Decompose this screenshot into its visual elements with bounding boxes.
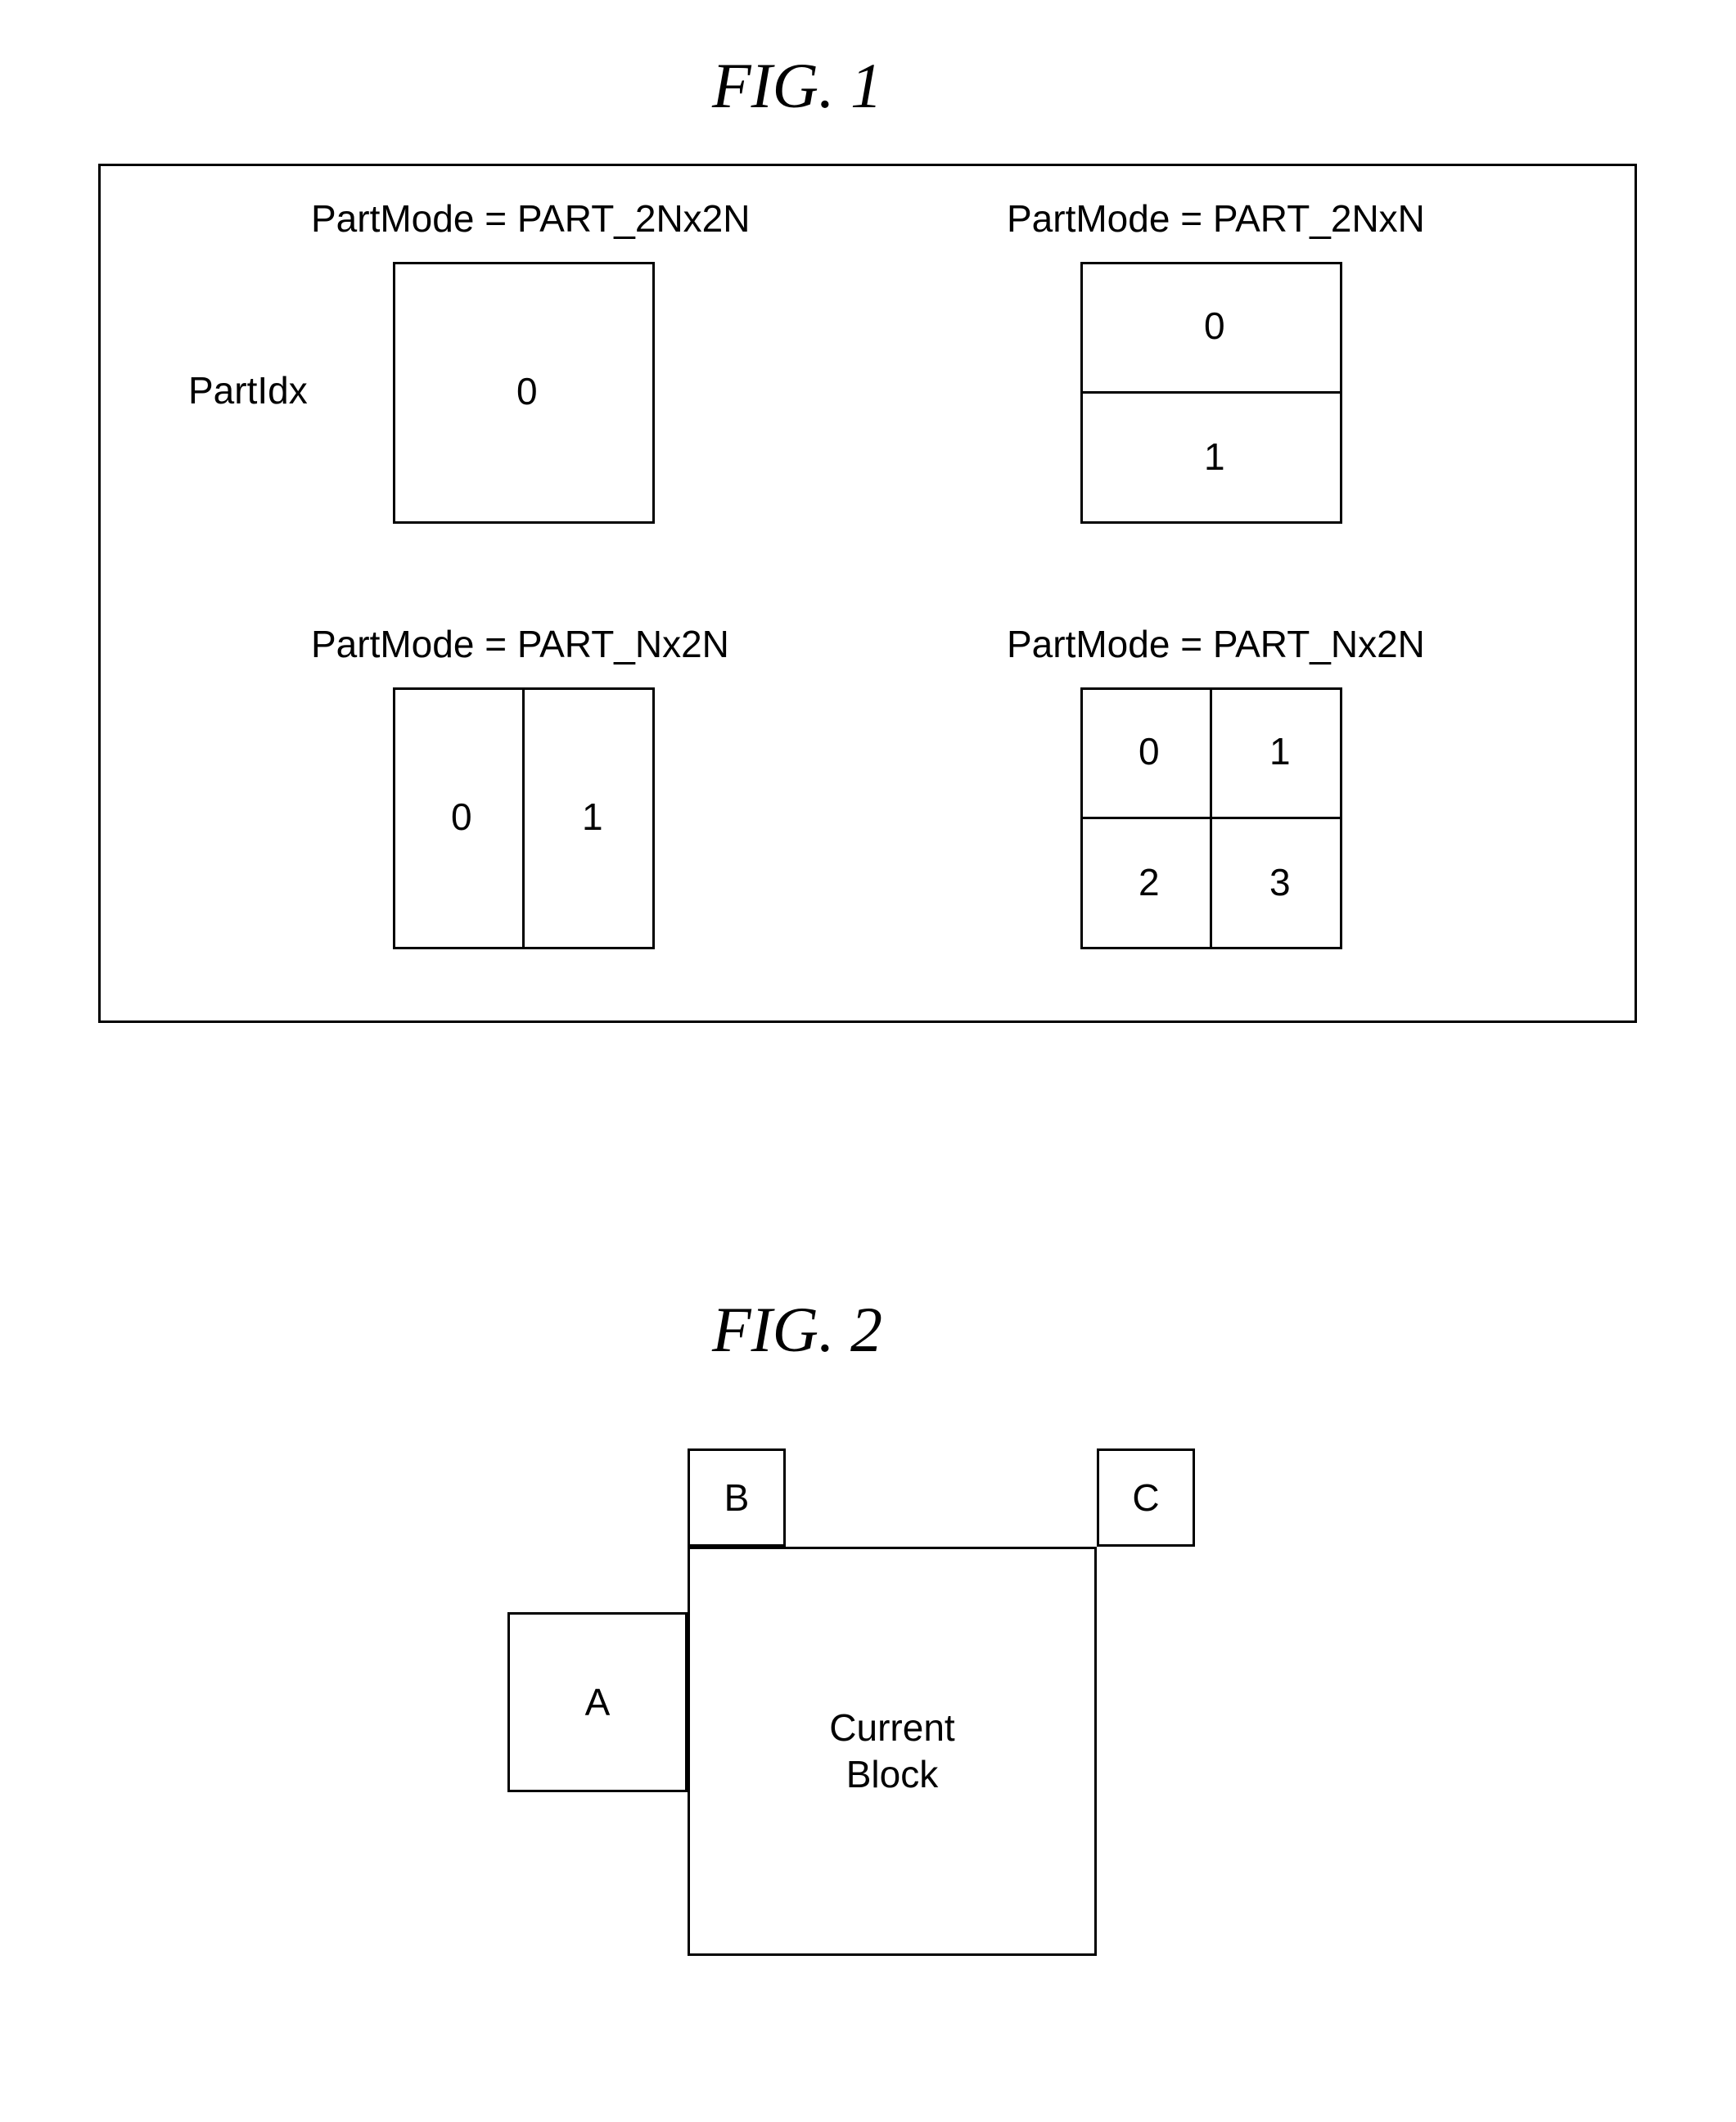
panel-nx2n-right-cell-3: 3 bbox=[1269, 860, 1291, 904]
neighbor-c-label: C bbox=[1132, 1475, 1159, 1520]
neighbor-c-box: C bbox=[1097, 1448, 1195, 1547]
neighbor-b-label: B bbox=[724, 1475, 750, 1520]
panel-2nxn-label: PartMode = PART_2NxN bbox=[1007, 196, 1425, 241]
neighbor-a-box: A bbox=[507, 1612, 688, 1792]
panel-2nx2n-cell-0: 0 bbox=[516, 369, 538, 413]
panel-nx2n-left-cell-0: 0 bbox=[451, 795, 472, 839]
fig1-frame bbox=[98, 164, 1637, 1023]
panel-nx2n-right-cell-1: 1 bbox=[1269, 729, 1291, 773]
panel-2nxn-cell-0: 0 bbox=[1204, 304, 1225, 348]
current-block-label-line1: Current bbox=[829, 1706, 954, 1749]
fig1-title: FIG. 1 bbox=[712, 49, 882, 123]
panel-nx2n-left-cell-1: 1 bbox=[582, 795, 603, 839]
current-block-label-line2: Block bbox=[846, 1753, 938, 1795]
panel-2nx2n-label: PartMode = PART_2Nx2N bbox=[311, 196, 750, 241]
panel-nx2n-right-cell-0: 0 bbox=[1139, 729, 1160, 773]
panel-2nxn-cell-1: 1 bbox=[1204, 435, 1225, 479]
page: FIG. 1 PartIdx PartMode = PART_2Nx2N 0 P… bbox=[0, 0, 1736, 2122]
current-block-label: Current Block bbox=[829, 1705, 954, 1799]
neighbor-a-label: A bbox=[585, 1680, 611, 1724]
panel-nx2n-right-cell-2: 2 bbox=[1139, 860, 1160, 904]
panel-nx2n-right-label: PartMode = PART_Nx2N bbox=[1007, 622, 1425, 666]
panel-nx2n-right-vline bbox=[1210, 687, 1212, 949]
current-block-box: Current Block bbox=[688, 1547, 1097, 1956]
panel-2nxn-hline bbox=[1080, 391, 1342, 394]
neighbor-b-box: B bbox=[688, 1448, 786, 1547]
fig2-title: FIG. 2 bbox=[712, 1293, 882, 1367]
panel-nx2n-left-vline bbox=[522, 687, 525, 949]
partidx-label: PartIdx bbox=[188, 368, 308, 412]
panel-nx2n-left-label: PartMode = PART_Nx2N bbox=[311, 622, 729, 666]
